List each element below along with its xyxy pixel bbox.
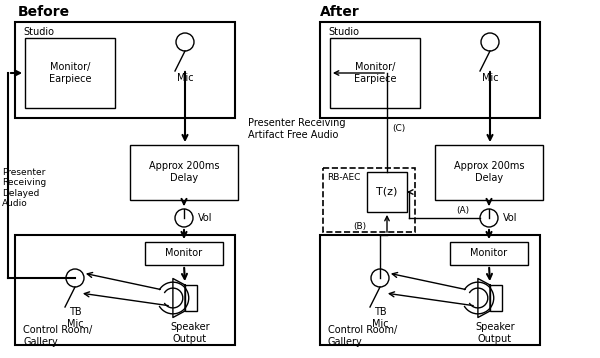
Text: Monitor: Monitor <box>470 248 508 258</box>
Text: Presenter
Receiving
Delayed
Audio: Presenter Receiving Delayed Audio <box>2 168 46 208</box>
Bar <box>330 38 420 108</box>
Bar <box>450 242 528 265</box>
Bar <box>130 145 238 200</box>
Text: Control Room/
Gallery: Control Room/ Gallery <box>23 325 92 347</box>
Text: TB
Mic: TB Mic <box>371 307 388 329</box>
Text: Approx 200ms
Delay: Approx 200ms Delay <box>454 161 524 183</box>
Text: Control Room/
Gallery: Control Room/ Gallery <box>328 325 397 347</box>
Bar <box>25 38 115 108</box>
Bar <box>15 235 235 345</box>
Bar <box>320 22 540 118</box>
Text: Studio: Studio <box>328 27 359 37</box>
Bar <box>320 235 540 345</box>
Text: Monitor/
Earpiece: Monitor/ Earpiece <box>49 62 91 84</box>
Text: RB-AEC: RB-AEC <box>327 174 361 183</box>
Text: Mic: Mic <box>482 73 499 83</box>
Text: Mic: Mic <box>176 73 193 83</box>
Text: (B): (B) <box>353 223 367 232</box>
Text: Studio: Studio <box>23 27 54 37</box>
Bar <box>323 168 415 232</box>
Bar <box>15 22 235 118</box>
Text: Vol: Vol <box>503 213 517 223</box>
Bar <box>435 145 543 200</box>
Text: Approx 200ms
Delay: Approx 200ms Delay <box>149 161 219 183</box>
Bar <box>145 242 223 265</box>
Text: Before: Before <box>18 5 70 19</box>
Text: (C): (C) <box>392 124 406 132</box>
Text: Presenter Receiving
Artifact Free Audio: Presenter Receiving Artifact Free Audio <box>248 118 346 140</box>
Text: After: After <box>320 5 360 19</box>
Text: (A): (A) <box>457 205 470 214</box>
Bar <box>367 172 407 212</box>
Text: Monitor: Monitor <box>166 248 203 258</box>
Bar <box>490 285 502 311</box>
Text: Speaker
Output: Speaker Output <box>475 322 515 344</box>
Bar <box>185 285 197 311</box>
Text: Vol: Vol <box>198 213 212 223</box>
Text: TB
Mic: TB Mic <box>67 307 83 329</box>
Text: T(z): T(z) <box>376 187 398 197</box>
Text: Speaker
Output: Speaker Output <box>170 322 210 344</box>
Text: Monitor/
Earpiece: Monitor/ Earpiece <box>354 62 396 84</box>
